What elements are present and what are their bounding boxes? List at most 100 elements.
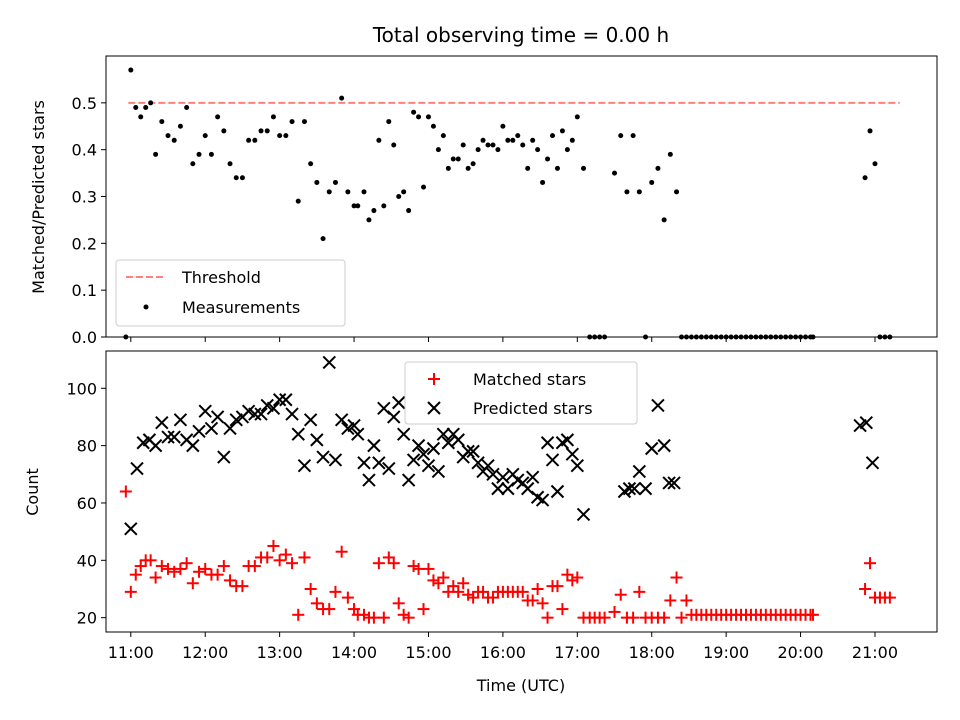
measurement-point [430, 123, 436, 129]
matched-point [149, 571, 162, 584]
matched-point [536, 597, 549, 610]
predicted-point [266, 401, 281, 416]
predicted-point [662, 476, 676, 490]
count-y-tick-label: 20 [77, 609, 97, 628]
measurement-point [485, 142, 491, 148]
matched-point [341, 591, 354, 604]
matched-point [193, 565, 206, 578]
matched-point [304, 582, 317, 595]
measurement-point [270, 114, 276, 120]
matched-point [675, 611, 688, 624]
measurement-point [581, 165, 587, 171]
predicted-point [167, 430, 181, 444]
measurement-point [215, 114, 221, 120]
matched-point [217, 560, 230, 573]
predicted-point [387, 410, 401, 424]
matched-point [286, 557, 299, 570]
predicted-point [545, 453, 560, 467]
measurement-point [190, 161, 196, 167]
matched-point [211, 568, 224, 581]
matched-point [402, 611, 415, 624]
measurement-point [159, 119, 165, 125]
predicted-point [411, 438, 426, 453]
measurement-point [233, 175, 239, 181]
ratio-x-ticks [130, 337, 876, 342]
measurement-point [227, 161, 233, 167]
predicted-point [217, 450, 231, 464]
legend-matched-swatch [428, 373, 440, 385]
measurement-point [401, 189, 407, 195]
predicted-point [303, 413, 318, 427]
measurement-point [351, 203, 357, 209]
count-y-ticks: 20 40 60 80 100 [66, 379, 106, 628]
predicted-point [372, 456, 386, 470]
predicted-point [859, 415, 874, 430]
predicted-point [334, 413, 349, 427]
measurement-point [564, 147, 570, 153]
measurement-point [258, 128, 264, 134]
measurement-point [500, 123, 506, 129]
count-panel: 20 40 60 80 100 11:00 12:00 13:00 14:00 15:00 16:… [23, 350, 938, 695]
ratio-panel: Total observing time = 0.00 h 0.00.10.20… [29, 23, 938, 347]
predicted-point [471, 456, 485, 470]
matched-point [310, 597, 323, 610]
predicted-point [362, 473, 376, 487]
matched-point [571, 571, 584, 584]
count-y-tick-label: 40 [77, 551, 97, 570]
measurement-point [661, 217, 667, 223]
measurement-point [535, 147, 541, 153]
legend-threshold-label: Threshold [181, 268, 261, 287]
matched-point [279, 548, 292, 561]
measurement-point [872, 161, 878, 167]
ratio-legend: Threshold Measurements [115, 259, 346, 327]
predicted-point [192, 424, 206, 438]
count-x-ticks: 11:00 12:00 13:00 14:00 15:00 16:00 17:00 18:00… [108, 632, 898, 662]
ratio-y-tick-label: 0.1 [72, 281, 97, 300]
measurement-point [540, 179, 546, 185]
predicted-point [161, 430, 175, 444]
matched-point [457, 577, 470, 590]
matched-point [155, 560, 168, 573]
matched-point [883, 591, 896, 604]
x-axis-label: Time (UTC) [476, 676, 565, 695]
predicted-point [130, 461, 144, 476]
measurement-point [554, 165, 560, 171]
measurement-point [143, 105, 149, 111]
matched-point [168, 565, 181, 578]
predicted-point [148, 438, 163, 453]
predicted-point [426, 441, 441, 456]
measurement-point [574, 114, 580, 120]
matched-point [437, 571, 450, 584]
predicted-point [491, 481, 505, 496]
predicted-point [291, 427, 305, 441]
x-tick-label: 12:00 [182, 643, 228, 662]
measurement-point [366, 217, 372, 223]
matched-point [329, 585, 342, 598]
measurement-point [867, 128, 873, 134]
predicted-point [210, 410, 225, 424]
matched-point [516, 585, 529, 598]
measurement-point [460, 142, 466, 148]
predicted-point [254, 407, 268, 421]
measurement-point [221, 128, 227, 134]
measurement-point [391, 142, 397, 148]
predicted-point [486, 467, 500, 482]
matched-point [199, 562, 212, 575]
measurement-point [515, 133, 521, 139]
predicted-point [622, 481, 637, 496]
measurement-point [339, 95, 345, 101]
measurement-point [559, 128, 565, 134]
measurement-point [277, 133, 283, 139]
count-legend-box [404, 361, 638, 425]
measurement-point [624, 189, 630, 195]
count-legend: Matched stars Predicted stars [404, 361, 638, 425]
measurement-point [416, 114, 422, 120]
matched-point [248, 560, 261, 573]
matched-point [531, 582, 544, 595]
measurement-point [177, 123, 183, 129]
measurement-point [314, 179, 320, 185]
measurement-point [320, 236, 326, 242]
matched-point [298, 551, 311, 564]
matched-point [806, 608, 819, 621]
measurement-point [295, 198, 301, 204]
